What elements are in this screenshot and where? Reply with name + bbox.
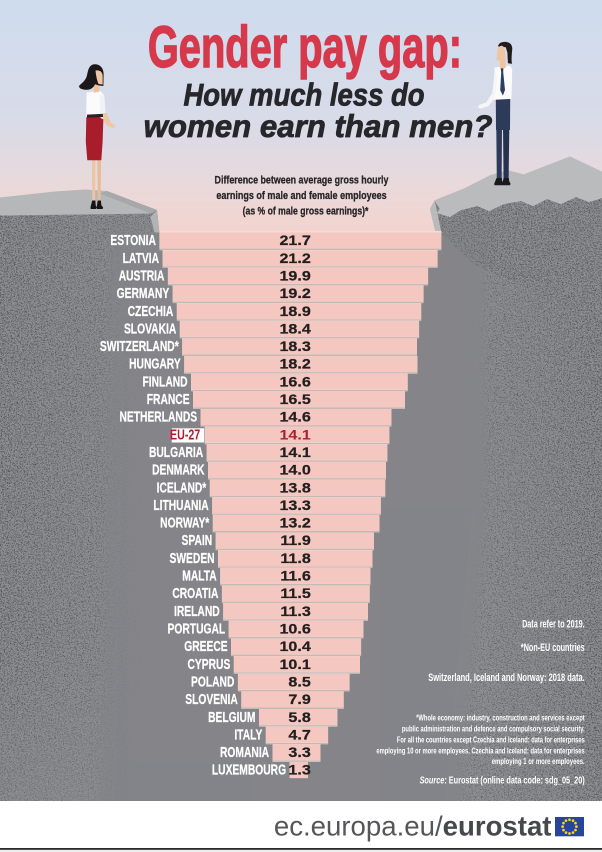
svg-text:11.5: 11.5: [280, 586, 310, 602]
svg-text:Data refer to 2019.: Data refer to 2019.: [522, 618, 585, 630]
svg-text:21.7: 21.7: [279, 233, 310, 249]
svg-text:18.2: 18.2: [279, 357, 310, 373]
svg-text:5.8: 5.8: [288, 710, 310, 726]
svg-text:DENMARK: DENMARK: [152, 462, 205, 478]
svg-text:BULGARIA: BULGARIA: [149, 444, 203, 460]
svg-text:19.9: 19.9: [279, 268, 310, 284]
svg-text:19.2: 19.2: [279, 286, 310, 302]
svg-text:Source: Eurostat (online data: Source: Eurostat (online data code: sdg_…: [420, 774, 585, 785]
svg-text:13.3: 13.3: [279, 498, 310, 514]
svg-text:CROATIA: CROATIA: [172, 585, 218, 601]
svg-text:(as % of male gross earnings)*: (as % of male gross earnings)*: [243, 206, 369, 218]
svg-text:CYPRUS: CYPRUS: [187, 656, 230, 672]
svg-text:ITALY: ITALY: [234, 727, 262, 743]
svg-text:4.7: 4.7: [288, 727, 310, 743]
svg-text:11.9: 11.9: [280, 533, 310, 549]
svg-text:EU-27: EU-27: [170, 426, 200, 443]
svg-text:16.5: 16.5: [279, 392, 310, 408]
svg-text:10.6: 10.6: [279, 621, 310, 637]
svg-text:AUSTRIA: AUSTRIA: [119, 268, 165, 284]
svg-text:POLAND: POLAND: [191, 674, 234, 690]
svg-text:PORTUGAL: PORTUGAL: [168, 621, 226, 637]
svg-text:SWITZERLAND*: SWITZERLAND*: [100, 338, 179, 354]
svg-text:10.1: 10.1: [279, 657, 310, 673]
svg-text:NORWAY*: NORWAY*: [160, 515, 209, 531]
svg-text:*Non-EU countries: *Non-EU countries: [521, 642, 585, 654]
svg-text:MALTA: MALTA: [182, 568, 216, 584]
svg-text:7.9: 7.9: [288, 692, 310, 708]
svg-text:FINLAND: FINLAND: [143, 374, 188, 390]
svg-text:For all the countries except C: For all the countries except Czechia and…: [397, 735, 585, 744]
svg-text:1.3: 1.3: [288, 763, 310, 779]
svg-text:16.6: 16.6: [279, 374, 310, 390]
svg-text:14.1: 14.1: [279, 445, 310, 461]
svg-text:FRANCE: FRANCE: [147, 391, 190, 407]
svg-text:SWEDEN: SWEDEN: [169, 550, 214, 566]
svg-text:10.4: 10.4: [279, 639, 311, 655]
svg-text:ec.europa.eu/eurostat: ec.europa.eu/eurostat: [274, 811, 552, 842]
svg-text:Switzerland, Iceland and Norwa: Switzerland, Iceland and Norway: 2018 da…: [428, 672, 584, 684]
svg-text:*Whole economy: industry, cons: *Whole economy: industry, construction a…: [416, 714, 585, 723]
svg-text:LUXEMBOURG: LUXEMBOURG: [212, 762, 286, 778]
svg-text:14.0: 14.0: [279, 463, 310, 479]
svg-text:11.6: 11.6: [280, 568, 310, 584]
svg-text:11.8: 11.8: [280, 551, 310, 567]
svg-text:LATVIA: LATVIA: [123, 250, 159, 266]
svg-text:SLOVENIA: SLOVENIA: [185, 691, 238, 707]
svg-text:CZECHIA: CZECHIA: [128, 303, 174, 319]
svg-text:NETHERLANDS: NETHERLANDS: [119, 409, 197, 425]
svg-text:Gender pay gap:: Gender pay gap:: [148, 15, 462, 80]
svg-text:SLOVAKIA: SLOVAKIA: [124, 321, 176, 337]
svg-text:SPAIN: SPAIN: [182, 532, 213, 548]
svg-text:8.5: 8.5: [288, 674, 310, 690]
svg-text:earnings of male and female em: earnings of male and female employees: [216, 190, 387, 202]
svg-text:GREECE: GREECE: [184, 638, 227, 654]
svg-text:GERMANY: GERMANY: [117, 285, 170, 301]
svg-text:18.9: 18.9: [279, 304, 310, 320]
svg-text:employing 1 or more employees.: employing 1 or more employees.: [492, 756, 585, 766]
svg-text:3.3: 3.3: [288, 745, 310, 761]
svg-text:women earn than men?: women earn than men?: [144, 109, 493, 144]
svg-text:IRELAND: IRELAND: [174, 603, 220, 619]
svg-text:Difference between average gro: Difference between average gross hourly: [215, 175, 389, 187]
svg-text:21.2: 21.2: [279, 251, 310, 267]
svg-text:14.6: 14.6: [279, 410, 310, 426]
svg-text:ROMANIA: ROMANIA: [220, 744, 269, 760]
svg-text:LITHUANIA: LITHUANIA: [153, 497, 208, 513]
svg-text:14.1: 14.1: [279, 427, 310, 443]
svg-text:13.8: 13.8: [279, 480, 310, 496]
svg-text:How much less do: How much less do: [183, 78, 424, 113]
svg-text:BELGIUM: BELGIUM: [208, 709, 255, 725]
svg-text:18.4: 18.4: [279, 321, 311, 337]
svg-text:11.3: 11.3: [280, 604, 310, 620]
svg-text:ESTONIA: ESTONIA: [110, 232, 156, 248]
svg-text:ICELAND*: ICELAND*: [157, 480, 207, 496]
svg-text:HUNGARY: HUNGARY: [129, 356, 181, 372]
svg-text:employing 10 or more employees: employing 10 or more employees. Czechia …: [376, 746, 584, 755]
svg-text:18.3: 18.3: [279, 339, 310, 355]
svg-text:13.2: 13.2: [279, 516, 310, 532]
svg-text:public administration and defe: public administration and defence and co…: [402, 725, 585, 734]
